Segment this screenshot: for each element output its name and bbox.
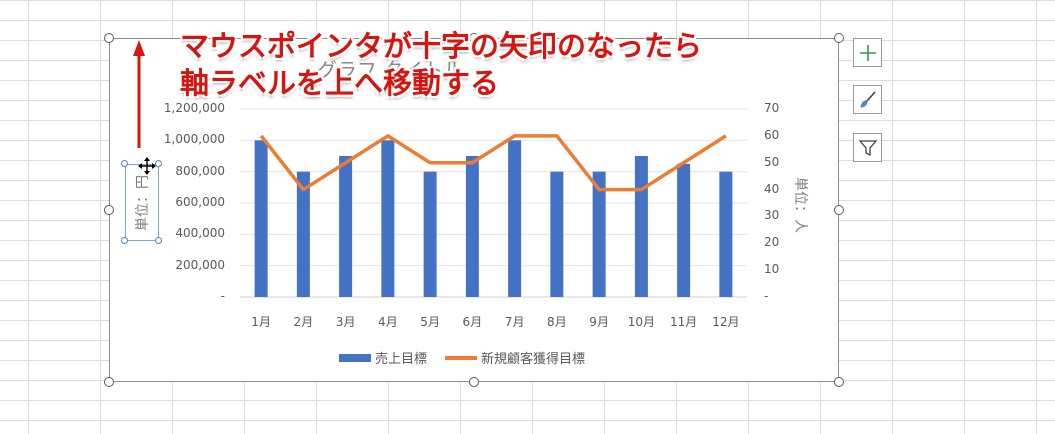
x-tick-label: 10月 xyxy=(627,315,656,329)
y-tick-label: 1,200,000 xyxy=(163,101,225,115)
legend-swatch-bar xyxy=(339,353,371,362)
y2-tick-label: 50 xyxy=(764,154,780,169)
y2-tick-label: 40 xyxy=(764,181,780,196)
chart-resize-handle[interactable] xyxy=(104,33,114,43)
chart-resize-handle[interactable] xyxy=(469,377,479,387)
x-tick-label: 6月 xyxy=(462,315,483,329)
x-tick-label: 4月 xyxy=(378,315,398,329)
legend-label-customers: 新規顧客獲得目標 xyxy=(481,352,586,367)
y2-tick-label: 30 xyxy=(764,208,780,223)
chart-resize-handle[interactable] xyxy=(834,205,844,215)
x-tick-label: 1月 xyxy=(251,315,271,329)
callout-line-2: 軸ラベルを上へ移動する xyxy=(180,66,500,100)
y-tick-label: 400,000 xyxy=(175,226,225,241)
bar-7月[interactable] xyxy=(508,140,522,297)
plus-icon xyxy=(859,44,876,61)
y2-tick-label: - xyxy=(764,289,769,303)
x-tick-label: 3月 xyxy=(335,315,356,329)
filter-icon xyxy=(858,139,877,156)
y-tick-label: 200,000 xyxy=(175,257,225,272)
x-tick-label: 12月 xyxy=(712,315,740,329)
axis-title-handle[interactable] xyxy=(121,160,128,167)
y-tick-label: 800,000 xyxy=(175,163,225,178)
x-tick-label: 5月 xyxy=(420,315,440,329)
bar-12月[interactable] xyxy=(719,171,733,297)
chart-filters-button[interactable] xyxy=(853,133,882,162)
bar-11月[interactable] xyxy=(677,163,691,297)
y2-tick-label: 20 xyxy=(764,235,780,250)
chart-legend[interactable]: 売上目標 新規顧客獲得目標 xyxy=(339,348,585,367)
y-tick-label: 1,000,000 xyxy=(163,132,225,147)
y-tick-label: 600,000 xyxy=(175,195,225,209)
chart-resize-handle[interactable] xyxy=(469,33,479,43)
y2-tick-label: 70 xyxy=(764,101,780,115)
bar-9月[interactable] xyxy=(592,171,606,297)
axis-title-handle[interactable] xyxy=(155,160,162,167)
arrow-head-icon xyxy=(133,40,145,56)
y2-tick-label: 60 xyxy=(764,127,780,142)
chart-resize-handle[interactable] xyxy=(104,377,114,387)
y-tick-label: - xyxy=(220,289,225,303)
bar-4月[interactable] xyxy=(381,140,395,297)
bar-1月[interactable] xyxy=(254,140,268,297)
y2-tick-label: 10 xyxy=(764,262,780,277)
callout-line-1: マウスポインタが十字の矢印のなったら xyxy=(180,29,703,63)
bar-8月[interactable] xyxy=(550,171,564,297)
bar-6月[interactable] xyxy=(465,156,479,297)
legend-swatch-line xyxy=(445,355,478,360)
chart-styles-button[interactable] xyxy=(853,85,882,114)
annotation-callout: マウスポインタが十字の矢印のなったら 軸ラベルを上へ移動する xyxy=(180,28,702,102)
x-tick-label: 11月 xyxy=(669,315,698,329)
x-tick-label: 7月 xyxy=(504,315,525,329)
axis-title-handle[interactable] xyxy=(121,237,128,244)
x-tick-label: 2月 xyxy=(293,315,314,329)
x-tick-label: 9月 xyxy=(589,315,609,329)
chart-resize-handle[interactable] xyxy=(104,205,114,215)
move-cursor-icon xyxy=(138,157,156,175)
primary-axis-title[interactable]: 単位：円 xyxy=(125,164,159,241)
chart-resize-handle[interactable] xyxy=(834,377,844,387)
x-tick-label: 8月 xyxy=(547,315,567,329)
chart-elements-button[interactable] xyxy=(853,38,882,67)
axis-title-handle[interactable] xyxy=(155,237,162,244)
legend-label-sales: 売上目標 xyxy=(375,352,428,367)
bar-5月[interactable] xyxy=(423,171,437,297)
line-series-customers[interactable] xyxy=(259,134,727,192)
chart-title[interactable]: グラフ タイトル xyxy=(316,58,464,82)
chart-resize-handle[interactable] xyxy=(834,33,844,43)
bar-3月[interactable] xyxy=(339,156,353,297)
bar-2月[interactable] xyxy=(296,171,310,297)
brush-icon xyxy=(859,90,876,107)
